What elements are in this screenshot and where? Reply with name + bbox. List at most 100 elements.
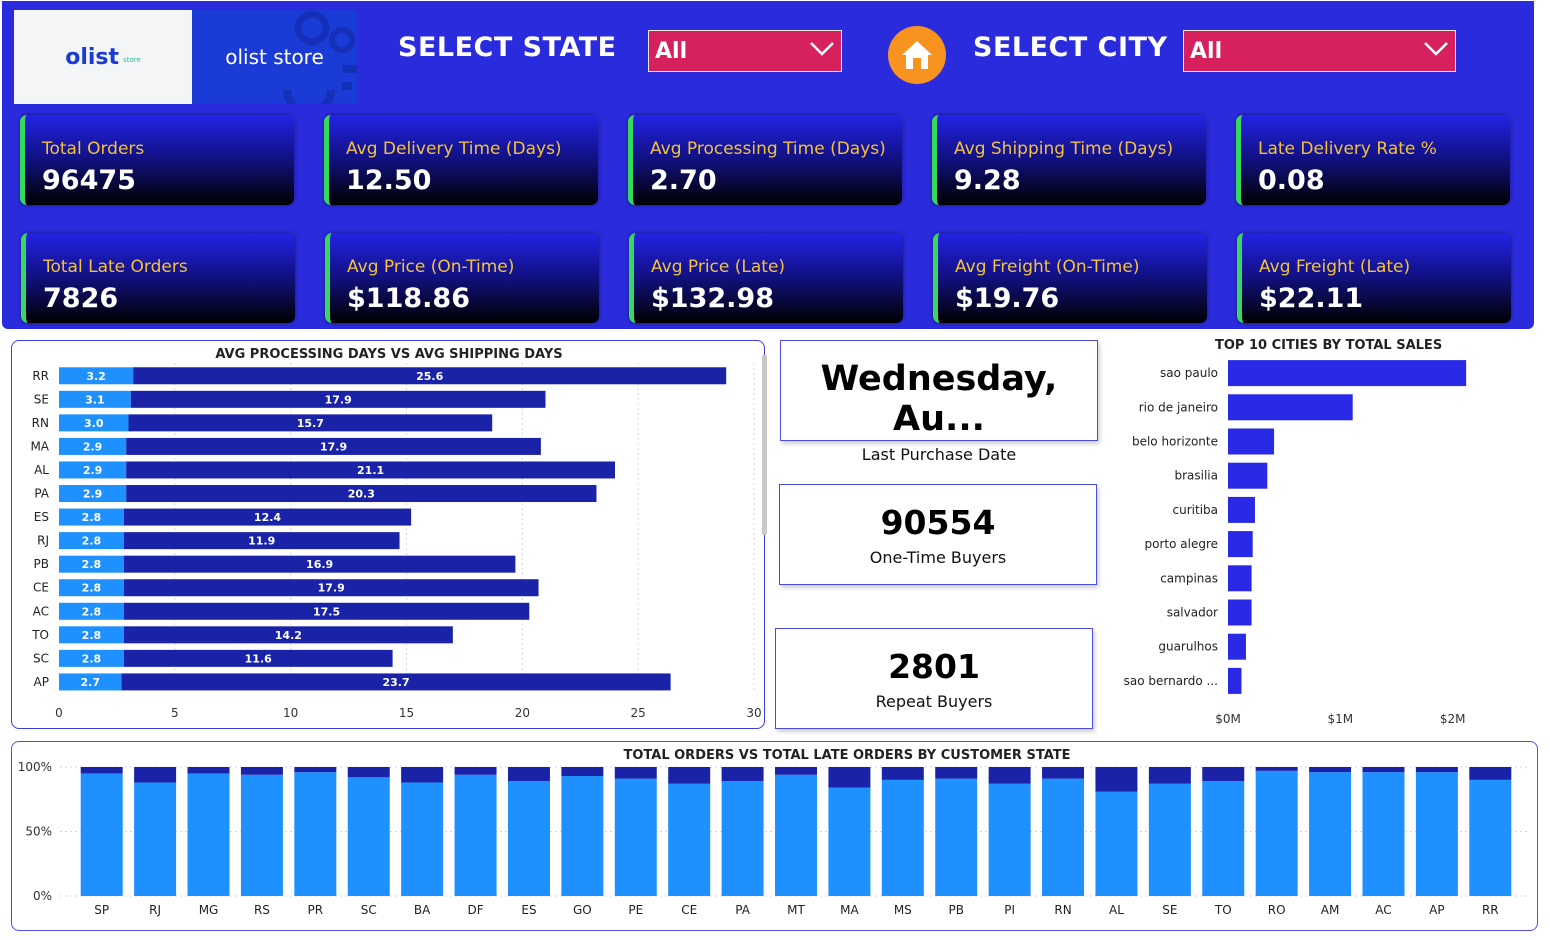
data-label: 11.9 xyxy=(248,535,275,548)
data-label: 17.5 xyxy=(313,605,340,618)
y-tick-label: AP xyxy=(34,675,49,689)
x-tick-label: TO xyxy=(1214,903,1232,917)
late-orders-bar xyxy=(828,767,871,788)
processing-bar xyxy=(59,414,129,432)
processing-bar xyxy=(59,555,124,573)
olist-logo-word: olist xyxy=(65,44,120,70)
late-orders-bar xyxy=(1309,767,1352,773)
x-tick-label: AP xyxy=(1429,903,1444,917)
on-time-orders-bar xyxy=(988,783,1031,896)
on-time-orders-bar xyxy=(828,787,871,896)
x-tick-label: MG xyxy=(199,903,219,917)
last-purchase-label: Last Purchase Date xyxy=(861,445,1017,464)
data-label: 23.7 xyxy=(383,676,410,689)
on-time-orders-bar xyxy=(1095,791,1138,896)
x-tick-label: AM xyxy=(1321,903,1340,917)
y-tick-label: 0% xyxy=(33,889,52,903)
kpi-avg-processing-time: Avg Processing Time (Days) 2.70 xyxy=(628,115,902,205)
kpi-avg-delivery-time: Avg Delivery Time (Days) 12.50 xyxy=(324,115,598,205)
kpi-title: Total Orders xyxy=(42,139,145,159)
y-tick-label: 100% xyxy=(18,760,52,774)
data-label: 3.1 xyxy=(85,393,105,406)
x-tick-label: RN xyxy=(1054,903,1071,917)
x-tick-label: $2M xyxy=(1440,712,1466,726)
late-orders-bar xyxy=(1202,767,1245,782)
on-time-orders-bar xyxy=(561,776,604,896)
olist-logo: olist store xyxy=(14,10,192,104)
logo-pattern-icon xyxy=(283,10,357,104)
processing-bar xyxy=(59,508,124,526)
data-label: 3.0 xyxy=(84,417,104,430)
y-tick-label: TO xyxy=(31,628,49,642)
x-tick-label: CE xyxy=(681,903,697,917)
chart-scrollbar[interactable] xyxy=(762,355,767,535)
shipping-bar xyxy=(123,602,530,620)
data-label: 25.6 xyxy=(416,370,443,383)
y-tick-label: porto alegre xyxy=(1145,537,1219,551)
repeat-buyers-value: 2801 xyxy=(888,647,980,686)
processing-bar xyxy=(59,579,124,597)
olist-store-logo: olist store xyxy=(192,10,357,104)
chevron-down-icon xyxy=(1424,42,1448,56)
home-button[interactable] xyxy=(888,26,946,84)
late-orders-bar xyxy=(935,767,978,779)
x-tick-label: $1M xyxy=(1328,712,1354,726)
y-tick-label: curitiba xyxy=(1173,503,1218,517)
data-label: 14.2 xyxy=(275,629,302,642)
late-orders-bar xyxy=(1469,767,1512,780)
y-tick-label: CE xyxy=(33,581,49,595)
x-tick-label: SP xyxy=(94,903,109,917)
city-sales-bar xyxy=(1228,428,1275,455)
kpi-title: Avg Price (Late) xyxy=(651,257,786,277)
state-dropdown[interactable]: All xyxy=(648,30,842,72)
city-sales-bar xyxy=(1228,462,1268,489)
late-orders-bar xyxy=(507,767,550,782)
home-icon xyxy=(902,41,932,69)
on-time-orders-bar xyxy=(935,778,978,896)
shipping-bar xyxy=(123,508,412,526)
x-tick-label: BA xyxy=(414,903,431,917)
shipping-bar xyxy=(126,437,541,455)
x-tick-label: ES xyxy=(521,903,536,917)
x-tick-label: 10 xyxy=(283,706,298,720)
late-orders-bar xyxy=(988,767,1031,784)
y-tick-label: RN xyxy=(32,416,49,430)
processing-bar xyxy=(59,532,124,550)
processing-bar xyxy=(59,626,124,644)
last-purchase-card: Wednesday, Au... Last Purchase Date xyxy=(780,340,1098,464)
shipping-bar xyxy=(126,485,597,503)
shipping-bar xyxy=(130,390,546,408)
data-label: 21.1 xyxy=(357,464,384,477)
x-tick-label: SE xyxy=(1162,903,1177,917)
on-time-orders-bar xyxy=(881,779,924,896)
late-orders-bar xyxy=(881,767,924,780)
x-tick-label: GO xyxy=(573,903,592,917)
processing-shipping-chart-panel: AVG PROCESSING DAYS VS AVG SHIPPING DAYS… xyxy=(11,340,767,729)
late-orders-bar xyxy=(1415,767,1458,773)
kpi-title: Avg Freight (On-Time) xyxy=(955,257,1140,277)
y-tick-label: salvador xyxy=(1167,606,1218,620)
city-sales-bar xyxy=(1228,531,1253,558)
data-label: 17.9 xyxy=(320,440,347,453)
late-orders-bar xyxy=(668,767,711,784)
x-tick-label: PI xyxy=(1004,903,1015,917)
late-orders-bar xyxy=(347,767,390,778)
x-tick-label: RR xyxy=(1482,903,1499,917)
y-tick-label: SC xyxy=(33,651,49,665)
y-tick-label: PA xyxy=(34,487,49,501)
kpi-title: Late Delivery Rate % xyxy=(1258,139,1437,159)
y-tick-label: 50% xyxy=(25,825,52,839)
y-tick-label: ES xyxy=(34,510,49,524)
one-time-buyers-label: One-Time Buyers xyxy=(869,548,1007,567)
on-time-orders-bar xyxy=(454,774,497,896)
late-orders-bar xyxy=(1255,767,1298,771)
state-dropdown-value: All xyxy=(655,39,688,64)
city-sales-bar xyxy=(1228,360,1467,387)
processing-bar xyxy=(59,649,124,667)
orders-late-by-state-panel: TOTAL ORDERS VS TOTAL LATE ORDERS BY CUS… xyxy=(11,741,1538,931)
chart-title: AVG PROCESSING DAYS VS AVG SHIPPING DAYS xyxy=(215,347,563,362)
on-time-orders-bar xyxy=(347,777,390,896)
y-tick-label: AC xyxy=(33,604,49,618)
x-tick-label: AL xyxy=(1109,903,1124,917)
city-dropdown[interactable]: All xyxy=(1183,30,1456,72)
